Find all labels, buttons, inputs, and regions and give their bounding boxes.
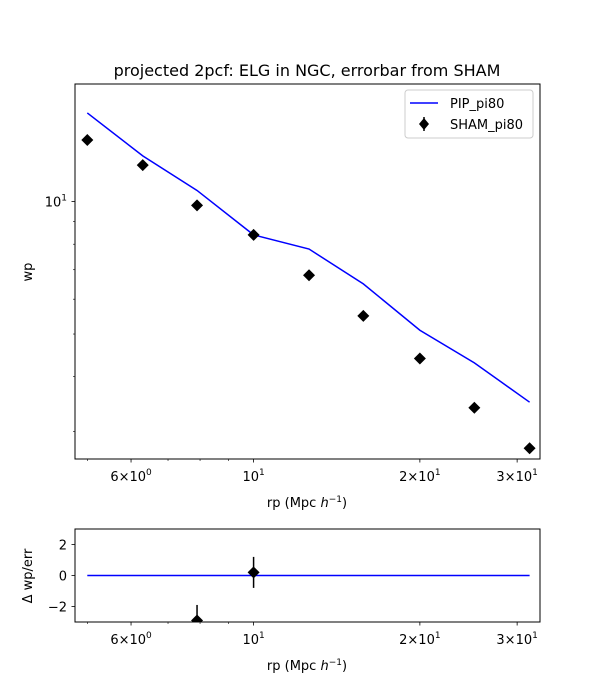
data-point-sham: [303, 269, 316, 282]
legend: PIP_pi80 SHAM_pi80: [404, 89, 534, 139]
y-tick-label: 101: [45, 194, 67, 211]
data-point-sham: [247, 228, 260, 241]
main-y-axis: 101: [45, 194, 75, 432]
legend-entry-pip: PIP_pi80: [450, 97, 504, 112]
residual-panel: 6×100 101 2×101 3×101 2 0 −2 rp (Mpc h−1) Δ w…: [21, 528, 541, 674]
main-plot-area: [81, 112, 536, 455]
x-tick-label: 6×100: [110, 631, 152, 648]
residual-y-axis-label: Δ wp/err: [21, 548, 36, 603]
chart-title: projected 2pcf: ELG in NGC, errorbar fro…: [114, 61, 501, 80]
data-point-sham: [136, 159, 149, 172]
data-point-sham: [468, 401, 481, 414]
data-point-sham: [523, 442, 536, 455]
legend-frame: [404, 89, 534, 139]
main-panel: projected 2pcf: ELG in NGC, errorbar fro…: [21, 61, 541, 511]
data-point-sham: [413, 352, 426, 365]
x-tick-label: 101: [242, 631, 264, 648]
series-line-pip: [86, 112, 531, 403]
x-tick-label: 3×101: [496, 631, 537, 648]
residual-plot-area: [87, 556, 530, 622]
legend-entry-sham: SHAM_pi80: [450, 118, 523, 133]
main-x-axis-label: rp (Mpc h−1): [267, 495, 347, 511]
residual-point-sham: [191, 614, 204, 622]
residual-y-axis: 2 0 −2: [48, 539, 75, 616]
residual-x-axis-label: rp (Mpc h−1): [267, 658, 347, 674]
x-tick-label: 2×101: [399, 468, 440, 485]
residual-x-axis: 6×100 101 2×101 3×101: [87, 622, 538, 648]
y-tick-label: 0: [59, 570, 67, 585]
data-point-sham: [191, 199, 204, 212]
legend-diamond-swatch: [419, 118, 429, 130]
y-tick-label: −2: [48, 601, 67, 616]
residual-point-sham: [247, 566, 260, 579]
x-tick-label: 6×100: [110, 468, 152, 485]
data-point-sham: [81, 134, 94, 147]
main-x-axis: 6×100 101 2×101 3×101: [87, 459, 538, 485]
data-point-sham: [357, 309, 370, 322]
y-tick-label: 2: [59, 539, 67, 554]
main-y-axis-label: wp: [21, 263, 36, 282]
x-tick-label: 101: [242, 468, 264, 485]
x-tick-label: 2×101: [399, 631, 440, 648]
x-tick-label: 3×101: [496, 468, 537, 485]
